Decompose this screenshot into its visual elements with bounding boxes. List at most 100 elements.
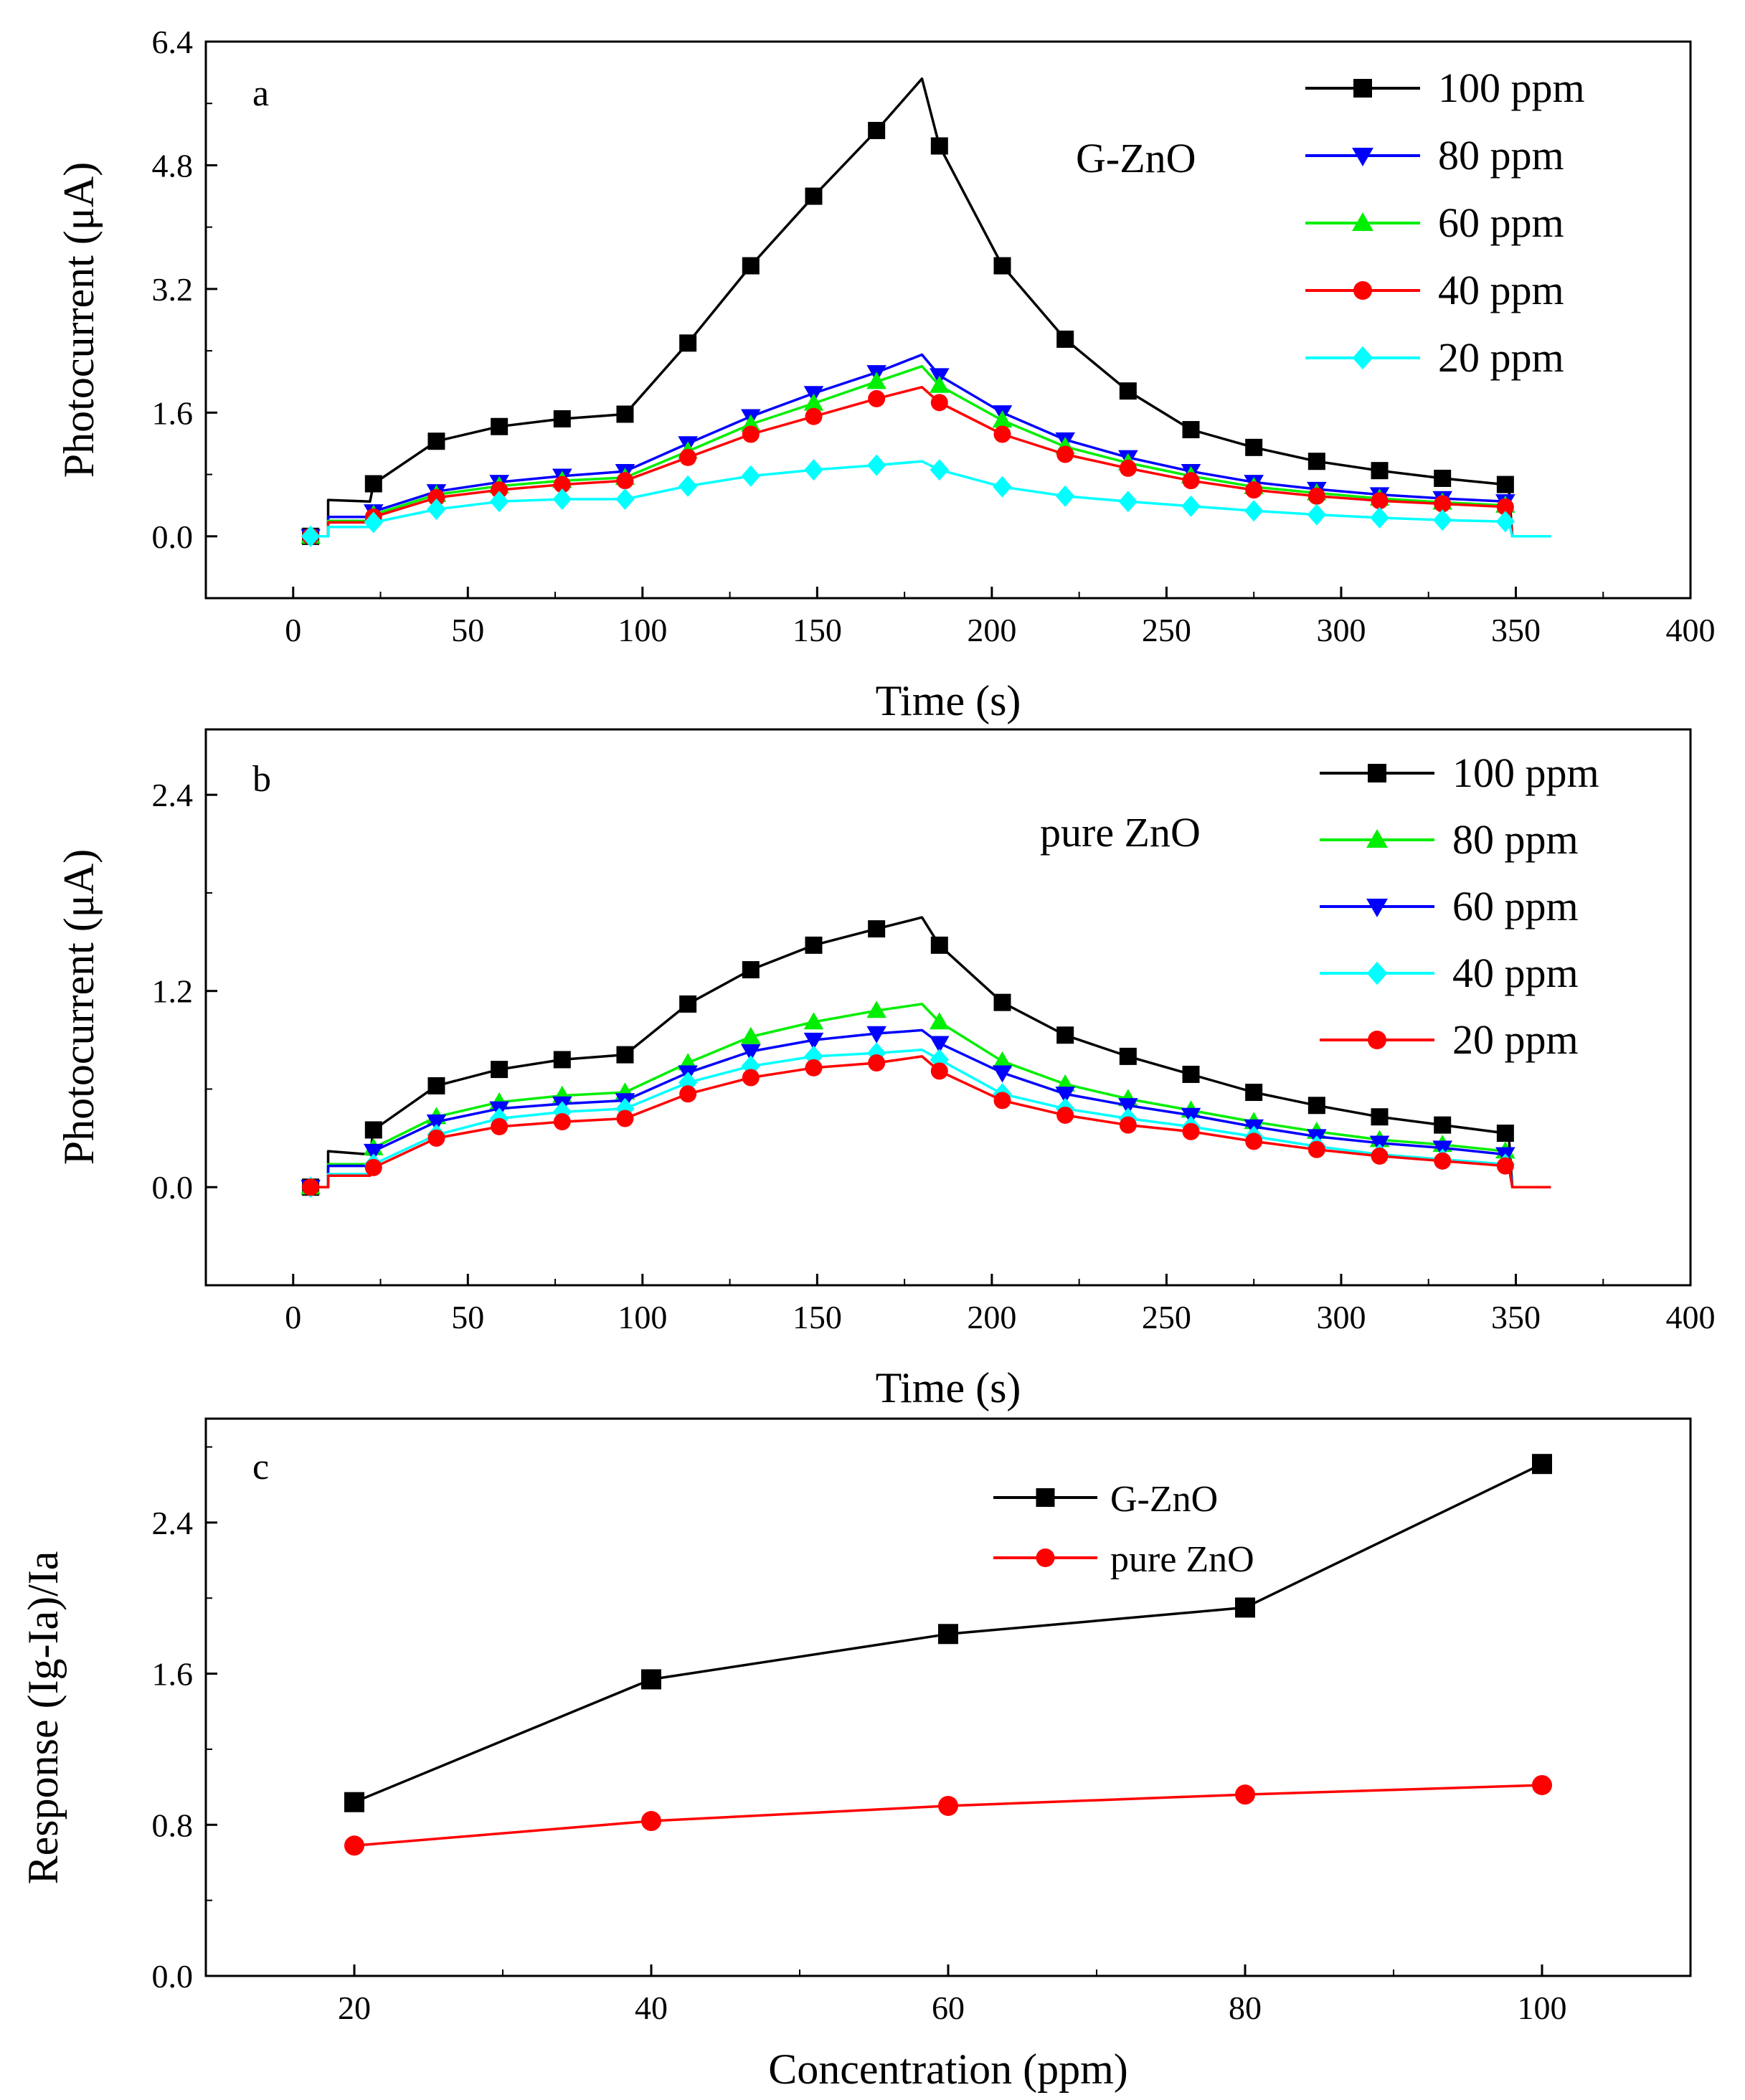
data-point [1056,445,1074,463]
data-point [868,389,886,407]
data-point [930,459,950,481]
data-point [742,961,760,979]
x-axis-title-b: Time (s) [876,1364,1021,1411]
legend-label: G-ZnO [1110,1479,1218,1520]
data-point [1182,1122,1200,1140]
data-point [930,1062,948,1080]
x-tick-label: 20 [338,1990,371,2026]
data-point [616,1046,634,1064]
data-point [616,1110,634,1127]
data-point [427,432,445,450]
data-point [805,1059,823,1077]
legend-marker [1352,346,1373,370]
y-tick-label: 0.0 [152,519,194,555]
panel-label-c: c [252,1447,269,1488]
data-point [641,1669,661,1690]
x-tick-label: 50 [451,1299,484,1335]
chart-panel-a: 0 50 100 150 200 250 300 350 4000.01.63.24.86.4 … [55,24,1716,724]
series-100-ppm [302,77,1551,545]
data-point [1056,1026,1074,1044]
legend-item: 60 ppm [1320,883,1579,930]
x-tick-label: 60 [932,1990,965,2026]
data-point [868,1054,886,1072]
legend-label: 80 ppm [1438,132,1564,179]
data-point [930,1036,950,1054]
x-axis-title-a: Time (s) [876,677,1021,724]
axis-ticks-b [205,793,1692,1286]
x-tick-label: 400 [1666,612,1716,648]
data-point [1307,503,1327,526]
x-tick-label: 350 [1491,612,1541,648]
panel-label-a: a [252,73,269,114]
data-point [993,1092,1011,1110]
series-line [311,1003,1551,1188]
data-point [742,1069,760,1087]
x-tick-label: 50 [451,612,484,648]
data-point [615,488,635,511]
data-point [1245,438,1263,456]
y-tick-label: 0.8 [152,1807,194,1843]
data-point [930,936,948,954]
legend-label: 60 ppm [1438,199,1564,246]
data-point [1245,1084,1263,1102]
y-tick-label: 4.8 [152,147,194,184]
data-point [1182,472,1200,490]
data-point [553,410,571,427]
series-group-c [344,1454,1552,1856]
legend-a: 100 ppm 80 ppm 60 ppm 40 ppm 20 ppm [1305,65,1585,381]
data-point [678,1072,698,1094]
legend-item: 20 ppm [1320,1016,1579,1063]
data-point [1496,476,1514,493]
data-point [930,394,948,412]
x-tick-label: 400 [1666,1299,1716,1335]
data-point [679,1085,697,1103]
data-point [302,1178,320,1196]
legend-label: 80 ppm [1452,816,1579,863]
data-point [804,459,823,481]
data-point [553,1051,571,1069]
data-point [1245,481,1263,499]
y-tick-label: 6.4 [152,24,194,60]
legend-label: pure ZnO [1110,1539,1254,1580]
data-point [992,410,1013,428]
data-point [1532,1454,1552,1475]
data-point [1371,1108,1389,1126]
data-point [741,1026,761,1044]
x-tick-label: 300 [1316,1299,1366,1335]
data-point [803,1012,824,1030]
data-point [938,1624,958,1645]
data-point [1371,1147,1389,1165]
tick-labels-a: 0 50 100 150 200 250 300 350 400 0.0 1.6 3.2 4.8 6.4 [152,24,1716,648]
data-point [616,405,634,423]
data-point [552,488,572,511]
x-tick-label: 100 [618,612,667,648]
data-point [344,1835,364,1856]
series-line [311,916,1551,1188]
legend-marker [1036,1488,1055,1507]
data-point [553,476,571,493]
legend-label: 20 ppm [1452,1016,1579,1063]
data-point [1307,487,1325,505]
data-point [805,187,823,205]
data-point [1532,1774,1552,1795]
data-point [866,1001,886,1018]
series-20-ppm [301,454,1551,547]
data-point [1434,1116,1452,1134]
data-point [1496,1157,1514,1175]
x-tick-label: 350 [1491,1299,1541,1335]
series-line [311,77,1551,538]
series-group-b [301,916,1551,1198]
x-tick-label: 0 [285,1299,301,1335]
x-tick-label: 80 [1229,1990,1262,2026]
legend-marker [1353,79,1372,98]
data-point [641,1811,661,1832]
data-point [364,1158,382,1176]
x-tick-label: 0 [285,612,301,648]
series-line [311,386,1551,538]
data-point [993,993,1011,1011]
series-line [311,1055,1551,1188]
data-point [993,257,1011,275]
data-point [938,1795,958,1816]
